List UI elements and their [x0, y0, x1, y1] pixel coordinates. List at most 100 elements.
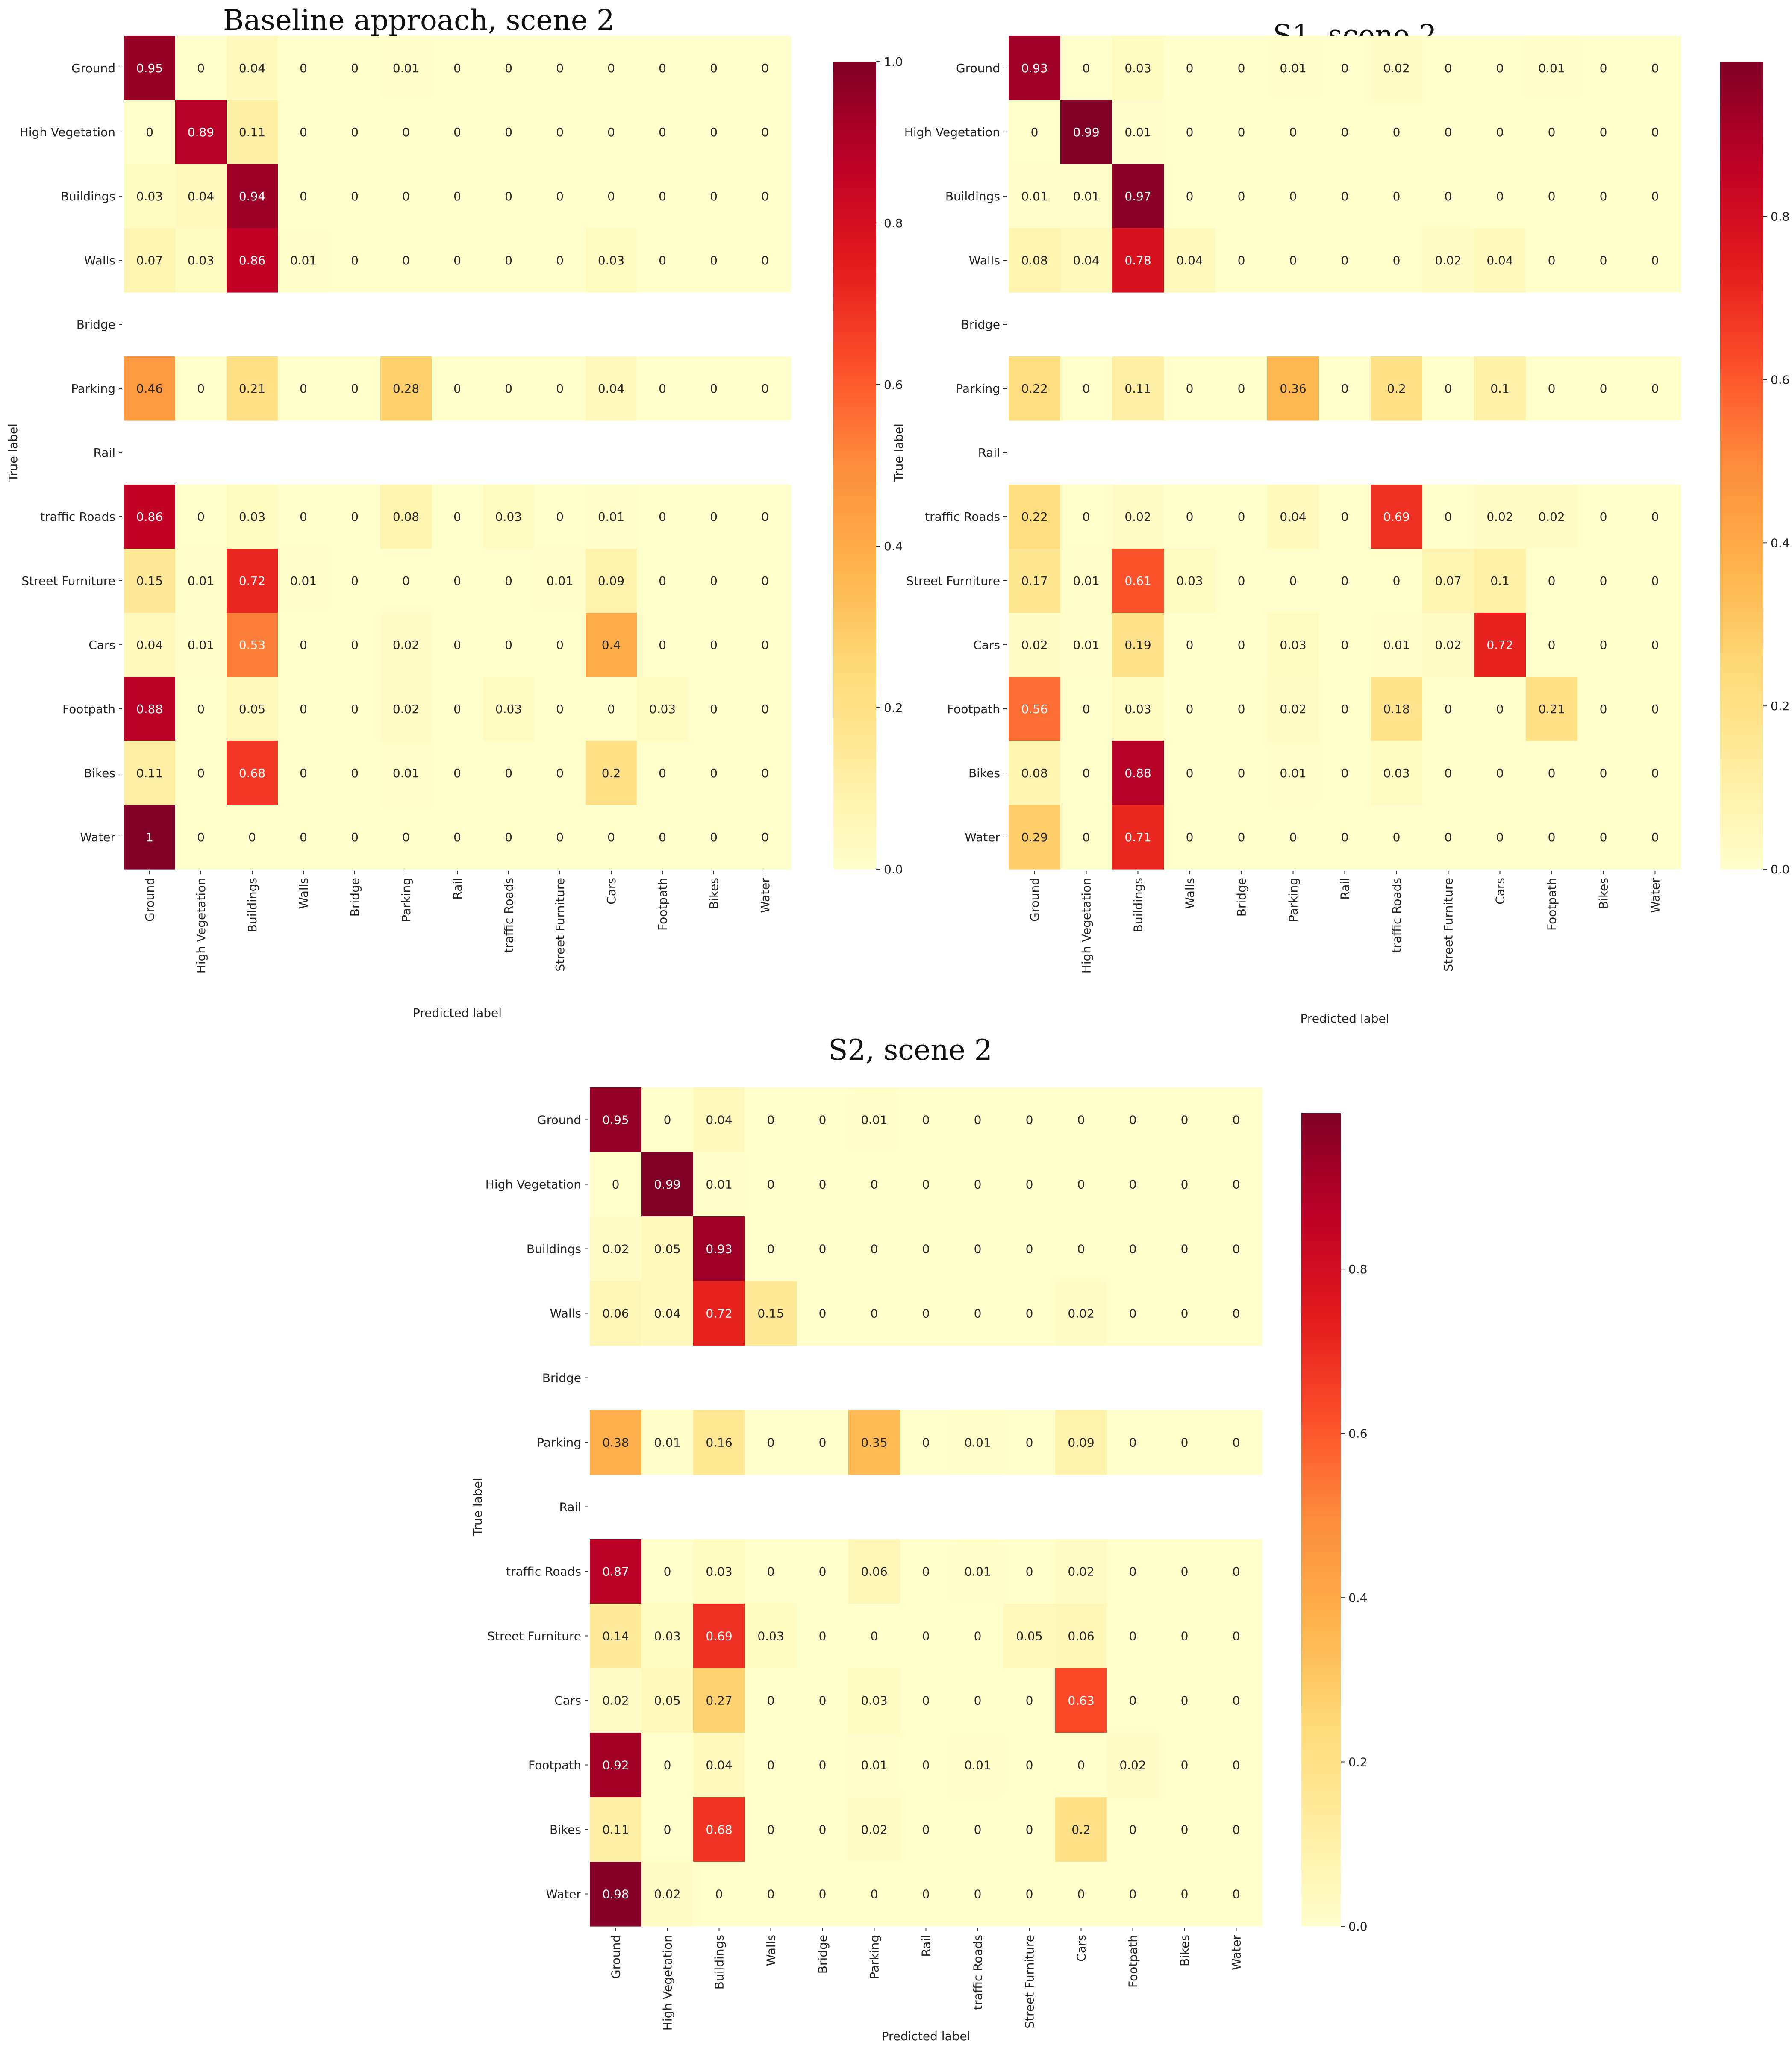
heatmap-cell [1577, 549, 1630, 613]
cell-value-label: 0.19 [1124, 638, 1151, 652]
colorbar-tick-label: 0.0 [1771, 862, 1790, 876]
cell-value-label: 0.01 [1021, 189, 1048, 203]
heatmap-cell [380, 36, 432, 100]
cell-value-label: 0.01 [290, 253, 317, 267]
cell-value-label: 0 [1238, 253, 1245, 267]
cell-value-label: 0.02 [1435, 253, 1461, 267]
heatmap-cell [900, 1281, 952, 1346]
cell-value-label: 0.05 [654, 1242, 680, 1256]
colorbar-tick-label: 1.0 [884, 55, 903, 69]
cell-value-label: 0.01 [1280, 766, 1306, 780]
cell-value-label: 0 [761, 189, 769, 203]
cell-value-label: 0.03 [1176, 574, 1203, 588]
cell-value-label: 0.15 [757, 1307, 784, 1321]
heatmap-cell [175, 805, 227, 870]
x-tick-label: High Vegetation [1080, 878, 1094, 973]
x-tick-label: Buildings [712, 1935, 727, 1989]
heatmap-cell [1003, 1733, 1056, 1798]
heatmap-cell [1474, 228, 1526, 293]
colorbar-tick-label: 0.8 [884, 216, 903, 230]
y-tick-label: Street Furniture [487, 1629, 581, 1643]
heatmap-cell [688, 677, 740, 741]
y-tick-label: Bikes [84, 766, 115, 780]
heatmap-cell [1055, 1539, 1107, 1604]
cell-value-label: 0 [1445, 382, 1452, 396]
heatmap-cell [1267, 356, 1319, 421]
heatmap-cell [637, 356, 689, 421]
cell-value-label: 0 [1496, 766, 1504, 780]
cell-value-label: 0.2 [1071, 1823, 1091, 1837]
heatmap-cell [1422, 805, 1474, 870]
heatmap-cell [1319, 805, 1371, 870]
heatmap-cell [1474, 549, 1526, 613]
cell-value-label: 0 [505, 382, 512, 396]
heatmap-cell [586, 228, 637, 293]
cell-value-label: 0 [351, 253, 359, 267]
cell-value-label: 0 [556, 253, 564, 267]
heatmap-cell [900, 1668, 952, 1733]
heatmap-cell [637, 100, 689, 165]
heatmap-cell [1422, 549, 1474, 613]
x-tick-label: Cars [604, 878, 618, 905]
cell-value-label: 0 [1341, 574, 1349, 588]
heatmap-cell [278, 549, 330, 613]
cell-value-label: 0 [659, 61, 666, 75]
heatmap-cell [1112, 805, 1164, 870]
x-tick-label: Walls [764, 1935, 778, 1966]
x-tick-label: Ground [143, 878, 157, 922]
cell-value-label: 0.86 [136, 510, 163, 524]
cell-value-label: 0 [659, 638, 666, 652]
heatmap-cell [329, 100, 381, 165]
heatmap-cell [432, 100, 483, 165]
cell-value-label: 0 [300, 830, 307, 844]
heatmap-cell [1267, 36, 1319, 100]
cell-value-label: 0 [402, 125, 410, 139]
x-tick-label: Footpath [1545, 878, 1559, 931]
cell-value-label: 0 [1496, 61, 1504, 75]
cell-value-label: 0 [1651, 253, 1659, 267]
heatmap-cell [900, 1152, 952, 1217]
cell-value-label: 0 [767, 1758, 775, 1772]
heatmap-cell [1055, 1604, 1107, 1669]
heatmap-cell [1112, 485, 1164, 549]
heatmap-cell [1319, 100, 1371, 165]
heatmap-cell [1526, 164, 1578, 229]
cell-value-label: 0 [664, 1823, 671, 1837]
heatmap-cell [329, 356, 381, 421]
cell-value-label: 0 [556, 766, 564, 780]
cell-value-label: 0.1 [1490, 382, 1510, 396]
heatmap-cell [952, 1216, 1004, 1281]
cell-value-label: 0.68 [239, 766, 265, 780]
cell-value-label: 0.03 [861, 1694, 887, 1708]
heatmap-cell [175, 549, 227, 613]
cell-value-label: 0.04 [1176, 253, 1203, 267]
y-tick-label: Parking [956, 382, 1000, 396]
heatmap-cell [952, 1281, 1004, 1346]
heatmap-cell [900, 1862, 952, 1927]
cell-value-label: 0 [761, 766, 769, 780]
heatmap-cell [1055, 1281, 1107, 1346]
heatmap-cell [637, 613, 689, 677]
x-tick-label: Parking [868, 1935, 882, 1979]
heatmap-cell [1319, 677, 1371, 741]
heatmap-cell [693, 1281, 745, 1346]
cell-value-label: 0.02 [393, 638, 419, 652]
cell-value-label: 0 [1289, 125, 1297, 139]
heatmap-cell [1267, 741, 1319, 805]
heatmap-cell [1159, 1410, 1211, 1475]
heatmap-cell [688, 485, 740, 549]
cell-value-label: 0.72 [1486, 638, 1513, 652]
cell-value-label: 0 [1341, 382, 1349, 396]
cell-value-label: 0.28 [393, 382, 419, 396]
cell-value-label: 0 [607, 702, 615, 716]
heatmap-cell [1164, 677, 1216, 741]
cell-value-label: 0.01 [393, 766, 419, 780]
cell-value-label: 0.72 [706, 1307, 732, 1321]
cell-value-label: 0.03 [1383, 766, 1409, 780]
heatmap-cell [1629, 741, 1681, 805]
cell-value-label: 0 [1083, 382, 1090, 396]
cell-value-label: 0.97 [1124, 189, 1151, 203]
heatmap-cell [586, 805, 637, 870]
y-axis-label: True label [471, 1478, 485, 1536]
cell-value-label: 0 [402, 253, 410, 267]
